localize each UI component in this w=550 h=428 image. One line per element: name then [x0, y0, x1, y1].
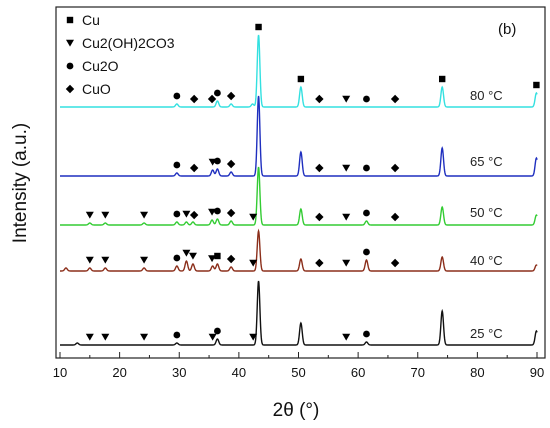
phase-marker-triangle-down [208, 208, 217, 216]
x-tick-label: 10 [53, 365, 67, 380]
phase-marker-triangle-down [249, 333, 258, 341]
phase-marker-diamond [390, 94, 400, 104]
phase-marker-triangle-down [342, 95, 351, 103]
phase-marker-circle [214, 327, 221, 335]
phase-marker-diamond [390, 212, 400, 222]
legend-marker-triangle-down [66, 39, 74, 47]
phase-markers [85, 23, 540, 341]
phase-marker-diamond [226, 208, 236, 218]
legend-label-cuo: CuO [82, 81, 111, 97]
phase-marker-diamond [315, 258, 324, 268]
phase-marker-circle [214, 89, 221, 97]
phase-marker-square [297, 75, 305, 83]
temperature-label: 40 °C [470, 253, 503, 268]
trace-line [60, 228, 538, 272]
phase-marker-triangle-down [342, 259, 351, 267]
phase-marker-triangle-down [182, 210, 191, 218]
phase-marker-diamond [226, 91, 236, 101]
phase-marker-diamond [226, 254, 236, 264]
phase-marker-diamond [226, 159, 236, 169]
phase-marker-triangle-down [101, 211, 110, 219]
phase-marker-triangle-down [140, 211, 149, 219]
phase-marker-triangle-down [140, 256, 149, 264]
phase-marker-diamond [390, 258, 400, 268]
phase-marker-triangle-down [342, 164, 351, 172]
phase-marker-circle [363, 209, 370, 217]
x-tick-label: 70 [411, 365, 425, 380]
phase-marker-circle [173, 92, 181, 100]
phase-marker-circle [173, 254, 181, 262]
phase-marker-diamond [207, 94, 217, 104]
x-tick-label: 80 [470, 365, 484, 380]
phase-marker-triangle-down [342, 213, 351, 221]
phase-marker-diamond [315, 163, 324, 173]
phase-marker-triangle-down [85, 256, 94, 264]
x-tick-label: 90 [530, 365, 544, 380]
phase-marker-circle [363, 95, 370, 103]
phase-marker-circle [214, 157, 221, 165]
legend-label-cu2oh2co3: Cu2(OH)2CO3 [82, 35, 175, 51]
temperature-label: 50 °C [470, 205, 503, 220]
plot-frame [55, 6, 546, 359]
phase-marker-circle [363, 330, 370, 338]
traces [60, 34, 538, 346]
x-tick-label: 60 [351, 365, 365, 380]
phase-marker-triangle-down [101, 333, 110, 341]
phase-marker-diamond [315, 212, 324, 222]
phase-marker-diamond [315, 94, 324, 104]
y-axis-title: Intensity (a.u.) [10, 123, 31, 243]
trace-line [60, 166, 538, 226]
phase-marker-diamond [189, 94, 199, 104]
trace-line [60, 280, 538, 346]
legend-label-cu: Cu [82, 12, 100, 28]
x-tick-label: 20 [112, 365, 126, 380]
legend-label-cu2o: Cu2O [82, 58, 119, 74]
phase-marker-triangle-down [208, 333, 217, 341]
phase-marker-triangle-down [85, 211, 94, 219]
x-axis: 10 20 30 40 50 60 70 80 90 [53, 352, 544, 380]
phase-marker-diamond [390, 163, 400, 173]
phase-marker-square [533, 81, 540, 89]
legend-marker-circle [66, 62, 74, 70]
panel-label: (b) [498, 21, 516, 38]
x-tick-label: 40 [232, 365, 246, 380]
phase-marker-triangle-down [101, 256, 110, 264]
phase-marker-diamond [189, 210, 199, 220]
phase-marker-circle [173, 331, 181, 339]
phase-marker-square [255, 23, 262, 31]
phase-marker-circle [173, 210, 181, 218]
legend: Cu Cu2(OH)2CO3 Cu2O CuO [65, 12, 175, 97]
phase-marker-circle [173, 161, 181, 169]
legend-marker-diamond [65, 84, 75, 94]
phase-marker-triangle-down [182, 249, 191, 257]
phase-marker-circle [363, 248, 370, 256]
phase-marker-triangle-down [342, 333, 351, 341]
phase-marker-circle [214, 207, 221, 215]
phase-marker-triangle-down [188, 252, 197, 260]
trace-line [60, 95, 538, 177]
phase-marker-triangle-down [85, 333, 94, 341]
phase-marker-square [214, 252, 221, 260]
temperature-labels: 80 °C 65 °C 50 °C 40 °C 25 °C [470, 88, 503, 341]
trace-line [60, 34, 538, 108]
temperature-label: 65 °C [470, 154, 503, 169]
x-axis-title: 2θ (°) [273, 400, 320, 421]
phase-marker-triangle-down [249, 213, 258, 221]
x-tick-label: 30 [172, 365, 186, 380]
x-tick-label: 50 [291, 365, 305, 380]
legend-marker-square [66, 16, 74, 24]
phase-marker-triangle-down [208, 255, 217, 263]
temperature-label: 80 °C [470, 88, 503, 103]
phase-marker-triangle-down [140, 333, 149, 341]
phase-marker-square [438, 75, 446, 83]
phase-marker-circle [363, 164, 370, 172]
phase-marker-triangle-down [249, 259, 258, 267]
phase-marker-diamond [189, 163, 199, 173]
temperature-label: 25 °C [470, 326, 503, 341]
